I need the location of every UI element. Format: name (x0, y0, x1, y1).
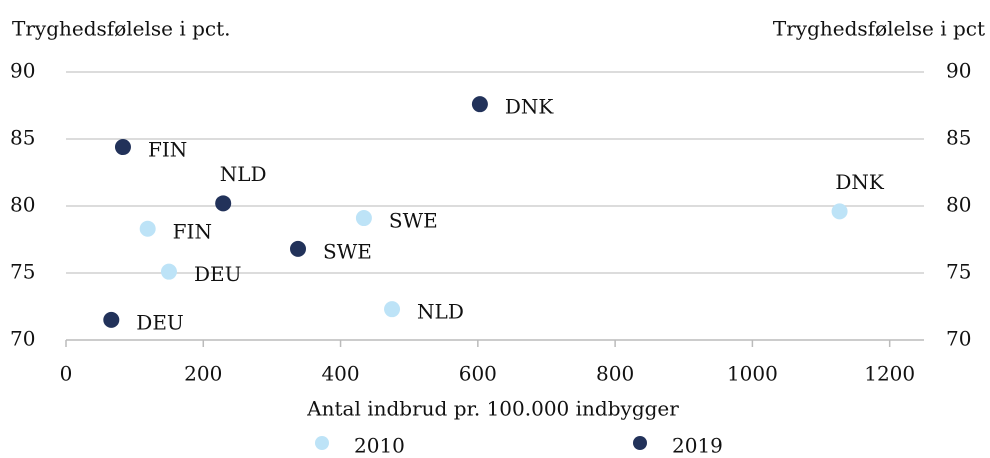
point-label: NLD (417, 300, 464, 324)
x-tick-label: 800 (596, 362, 634, 386)
point-label: DNK (835, 170, 885, 194)
x-tick-label: 1000 (727, 362, 778, 386)
y-tick-label: 85 (10, 126, 35, 150)
point-label: DEU (136, 310, 184, 334)
y-tick-label: 90 (10, 59, 35, 83)
point (831, 203, 848, 220)
legend-marker (633, 436, 647, 450)
x-axis-title: Antal indbrud pr. 100.000 indbygger (306, 397, 679, 421)
point-label: NLD (220, 162, 267, 186)
y2-tick-label: 85 (946, 126, 971, 150)
point (355, 210, 372, 227)
y2-tick-label: 75 (946, 260, 971, 284)
point (471, 96, 488, 113)
legend-label: 2010 (354, 434, 405, 458)
y2-tick-label: 80 (946, 193, 971, 217)
y-tick-label: 75 (10, 260, 35, 284)
x-tick-label: 600 (459, 362, 497, 386)
x-tick-label: 1200 (864, 362, 915, 386)
y2-axis-title: Tryghedsfølelse i pct (773, 17, 985, 41)
y-axis-title: Tryghedsfølelse i pct. (12, 17, 230, 41)
point (290, 240, 307, 257)
point-label: DEU (194, 262, 242, 286)
y2-tick-label: 70 (946, 327, 971, 351)
x-tick-label: 0 (60, 362, 73, 386)
point (139, 220, 156, 237)
point-label: DNK (505, 95, 555, 119)
point (384, 301, 401, 318)
legend-label: 2019 (672, 434, 723, 458)
point (215, 195, 232, 212)
point (114, 139, 131, 156)
legend-marker (315, 436, 329, 450)
point-label: FIN (173, 219, 212, 243)
y2-tick-label: 90 (946, 59, 971, 83)
x-tick-label: 200 (184, 362, 222, 386)
point-label: SWE (323, 239, 372, 263)
point (160, 263, 177, 280)
x-tick-label: 400 (321, 362, 359, 386)
y-tick-label: 70 (10, 327, 35, 351)
point (103, 311, 120, 328)
point-label: SWE (389, 209, 438, 233)
y-tick-label: 80 (10, 193, 35, 217)
point-label: FIN (148, 138, 187, 162)
